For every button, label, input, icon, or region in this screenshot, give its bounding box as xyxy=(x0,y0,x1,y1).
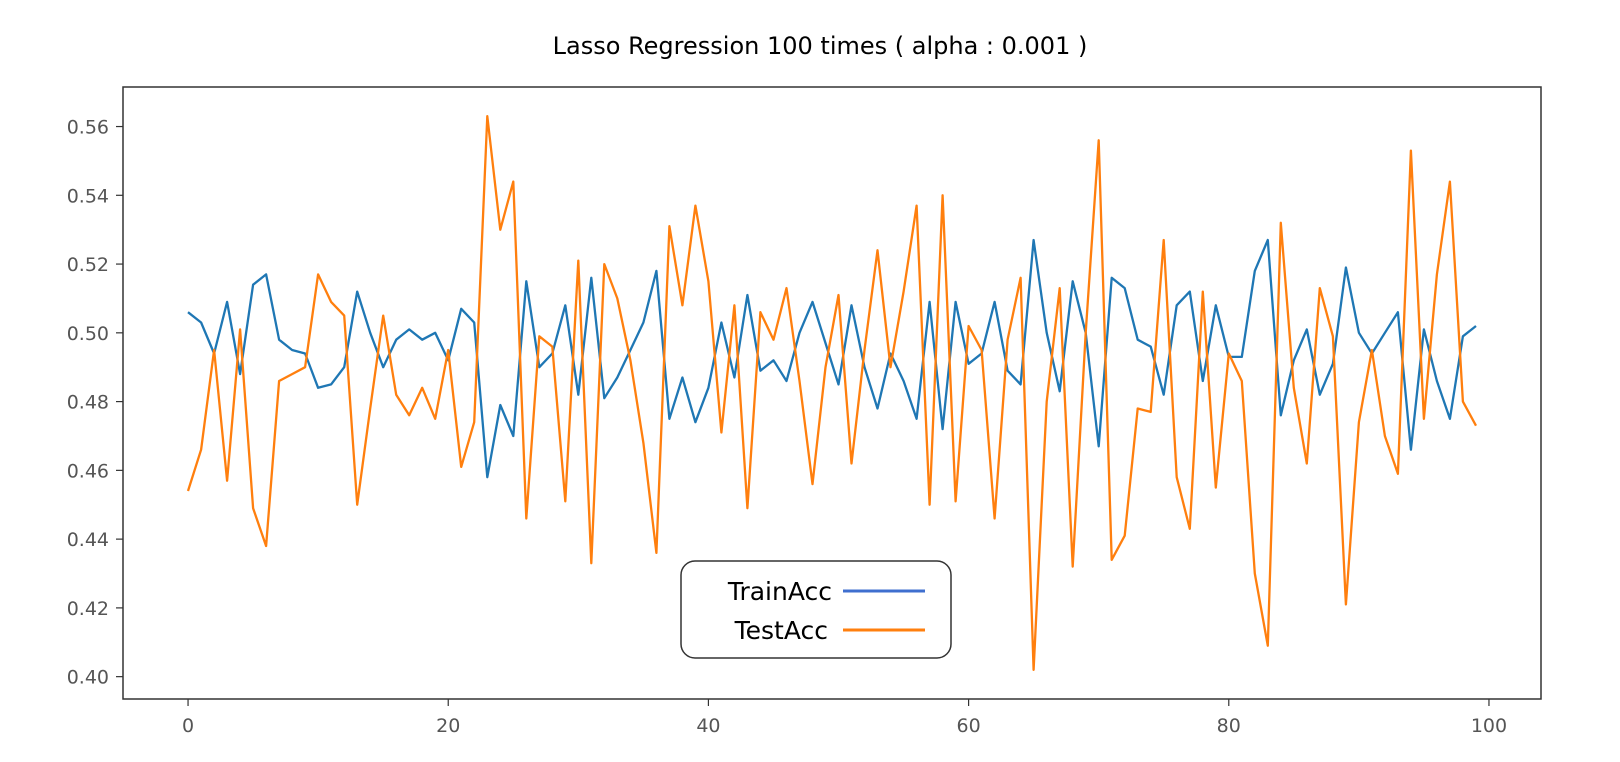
chart-title: Lasso Regression 100 times ( alpha : 0.0… xyxy=(553,32,1088,60)
x-tick-label: 100 xyxy=(1471,715,1507,737)
legend-box xyxy=(680,560,952,659)
y-tick-label: 0.48 xyxy=(67,392,109,414)
y-axis: 0.40 0.42 0.44 0.46 0.48 0.50 0.52 0.54 0.56 xyxy=(67,117,123,689)
legend: TrainAcc TestAcc xyxy=(680,560,952,659)
x-tick-label: 20 xyxy=(436,715,460,737)
y-tick-label: 0.50 xyxy=(67,323,109,345)
y-tick-label: 0.40 xyxy=(67,667,109,689)
y-tick-label: 0.44 xyxy=(67,529,109,551)
y-tick-label: 0.42 xyxy=(67,598,109,620)
legend-label-testacc: TestAcc xyxy=(734,616,828,645)
series-line-trainacc xyxy=(187,238,1477,479)
x-axis: 0 20 40 60 80 100 xyxy=(182,699,1507,737)
x-tick-label: 60 xyxy=(957,715,981,737)
series-layer xyxy=(186,115,1478,671)
x-tick-label: 0 xyxy=(182,715,194,737)
series-line-testacc xyxy=(186,115,1478,671)
x-tick-label: 40 xyxy=(696,715,720,737)
y-tick-label: 0.56 xyxy=(67,117,109,139)
y-tick-label: 0.52 xyxy=(67,254,109,276)
y-tick-label: 0.46 xyxy=(67,460,109,482)
y-tick-label: 0.54 xyxy=(67,185,109,207)
x-tick-label: 80 xyxy=(1217,715,1241,737)
legend-label-trainacc: TrainAcc xyxy=(727,577,832,606)
